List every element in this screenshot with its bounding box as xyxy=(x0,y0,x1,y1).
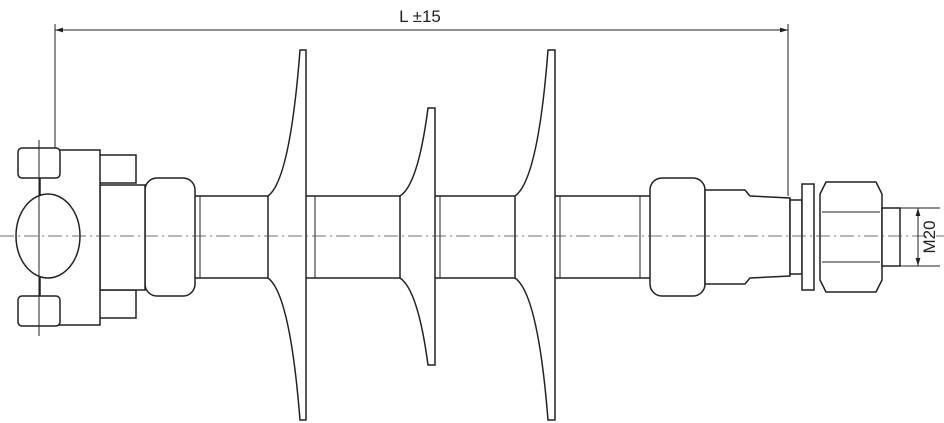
length-label: L ±15 xyxy=(399,7,441,26)
thread-label: M20 xyxy=(920,220,939,253)
right-fitting xyxy=(789,181,901,293)
left-clamp xyxy=(15,140,146,336)
thread-dimension: M20 xyxy=(900,207,940,267)
core xyxy=(144,177,791,297)
sheds xyxy=(267,49,556,421)
length-dimension: L ±15 xyxy=(54,7,789,196)
